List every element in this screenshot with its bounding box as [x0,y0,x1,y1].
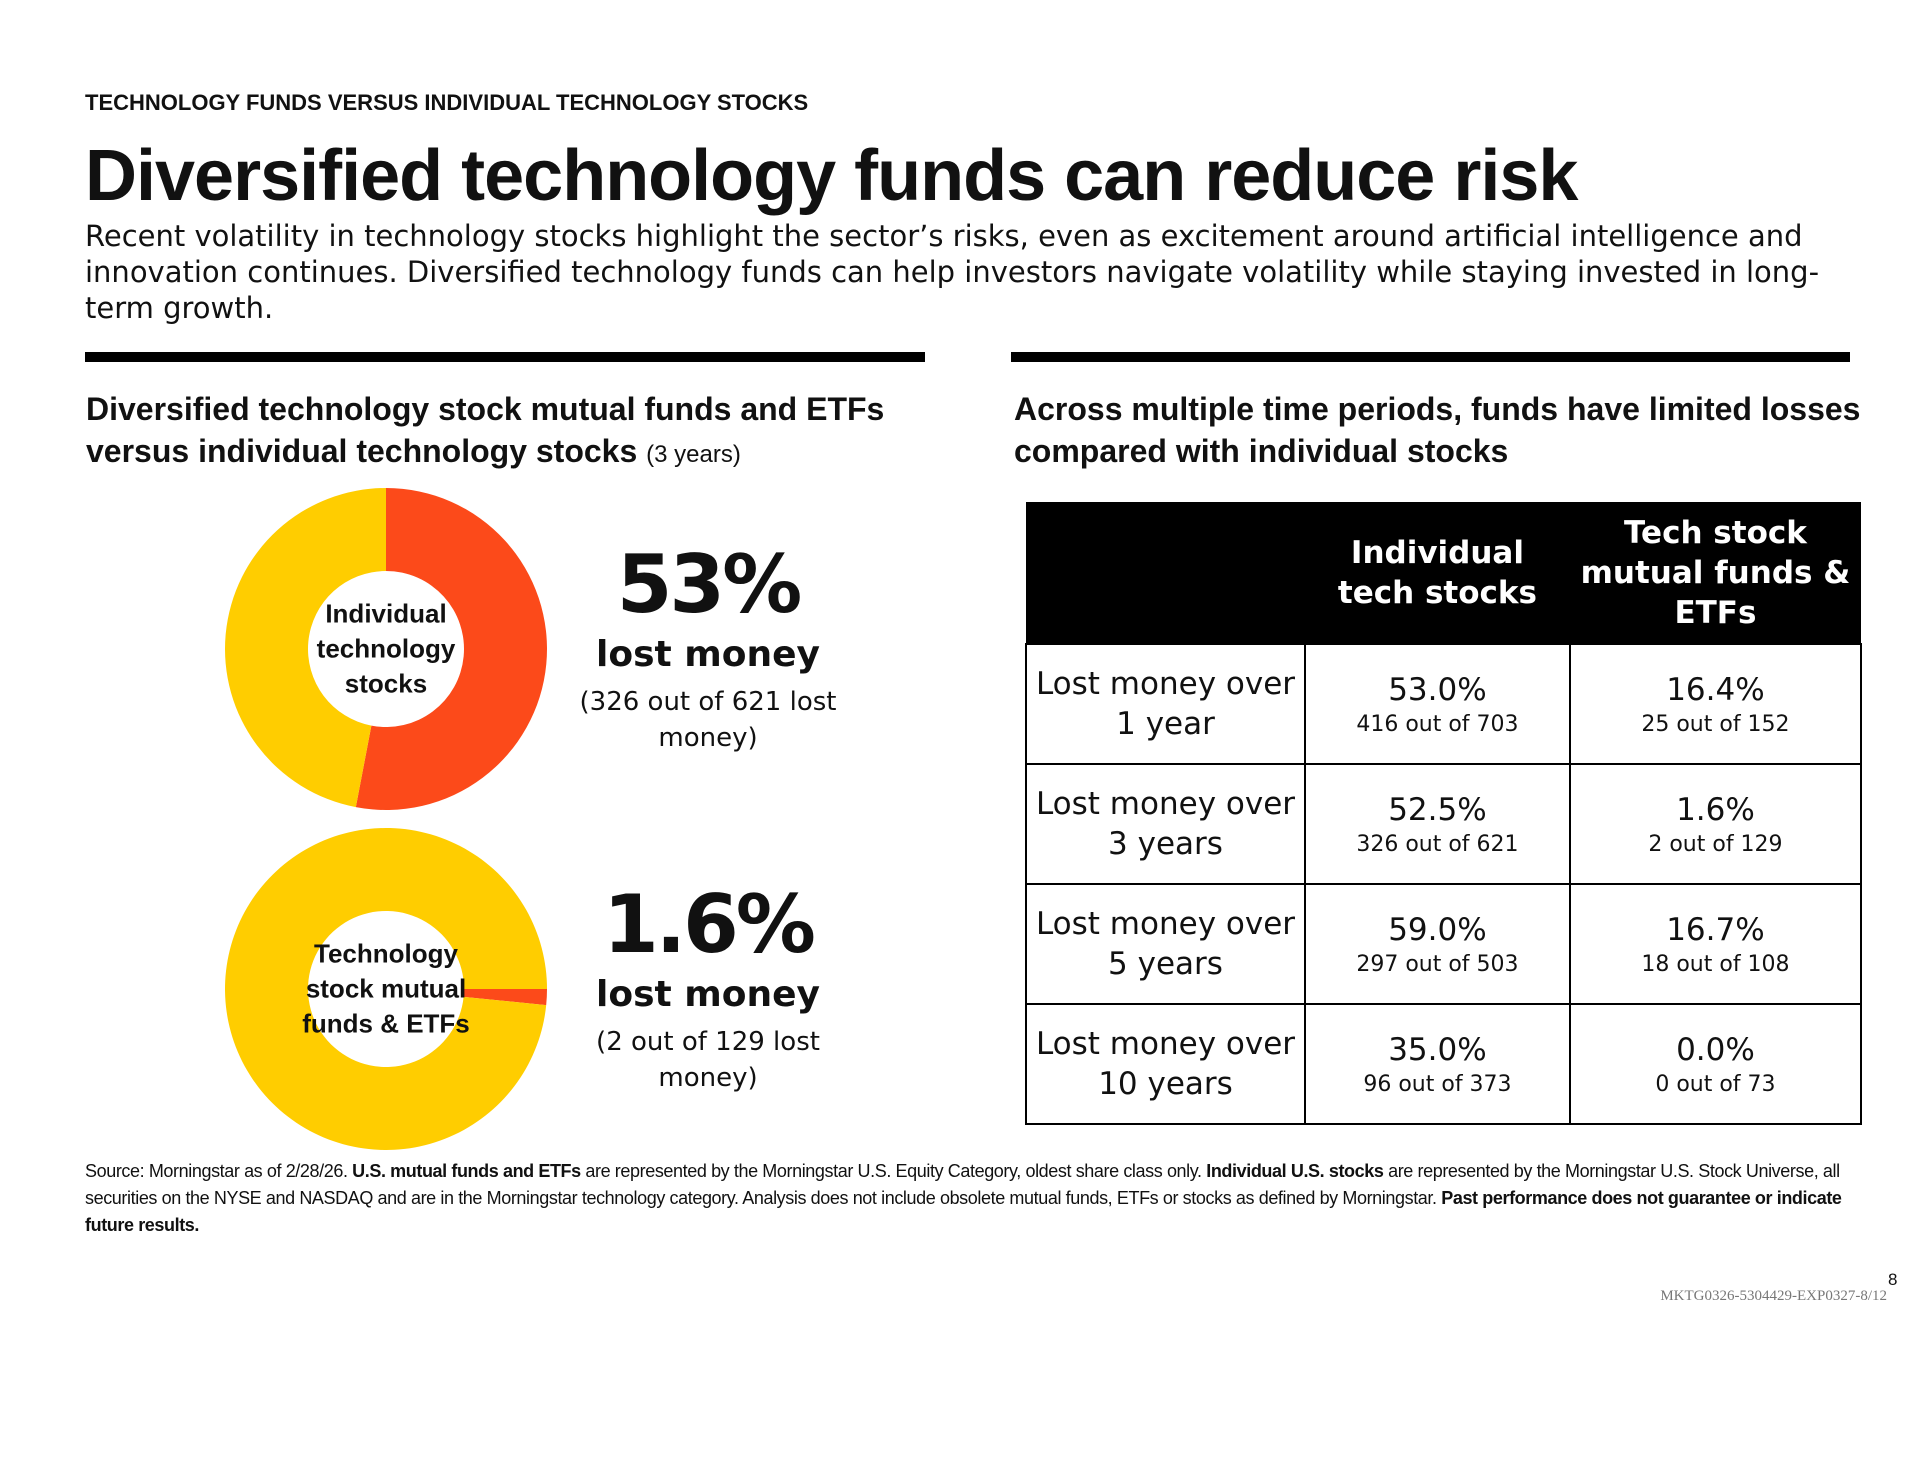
cell-detail: 0 out of 73 [1655,1071,1776,1097]
cell-detail: 326 out of 621 [1356,831,1519,857]
table-cell: 16.7% 18 out of 108 [1568,883,1863,1005]
note: (326 out of 621 lost money) [579,687,837,753]
cell-detail: 96 out of 373 [1363,1071,1512,1097]
headline: 1.6% [603,878,816,971]
left-heading: Diversified technology stock mutual fund… [86,388,986,476]
headline: 53% [616,538,802,631]
cell-detail: 25 out of 152 [1641,711,1790,737]
column-header: Individual tech stocks [1305,502,1570,644]
donut-charts [224,488,547,1150]
row-label: Lost money over 3 years [1025,763,1306,885]
cell-detail: 297 out of 503 [1356,951,1519,977]
table-cell: 35.0% 96 out of 373 [1304,1003,1571,1125]
column-header: Tech stock mutual funds & ETFs [1569,502,1861,644]
table-row: Lost money over 3 years 52.5% 326 out of 6… [1025,763,1863,885]
row-label: Lost money over 10 years [1025,1003,1306,1125]
row-label: Lost money over 1 year [1025,643,1306,765]
header-cell [1026,502,1305,644]
table-cell: 53.0% 416 out of 703 [1304,643,1571,765]
cell-detail: 2 out of 129 [1648,831,1783,857]
table: Individual tech stocks Tech stock mutual … [1025,502,1863,1125]
footnote-segment: Past performance does not guarantee or i… [85,1188,1842,1235]
heading-note: (3 years) [646,441,741,468]
right-heading: Across multiple time periods, funds have… [1014,391,1861,469]
cell-value: 53.0% [1388,671,1487,708]
donut-slice [463,989,547,1006]
caption: lost money [596,974,820,1015]
cell-value: 59.0% [1388,911,1487,948]
donut-slice [355,488,547,810]
table-row: Lost money over 10 years 35.0% 96 out of 3… [1025,1003,1863,1125]
cell-detail: 416 out of 703 [1356,711,1519,737]
subtitle: Recent volatility in technology stocks h… [85,219,1820,325]
title: Diversified technology funds can reduce … [85,136,1578,216]
table-cell: 16.4% 25 out of 152 [1568,643,1863,765]
header-row: Individual tech stocks Tech stock mutual … [1026,502,1861,644]
table-cell: 1.6% 2 out of 129 [1568,763,1863,885]
table-row: Lost money over 1 year 53.0% 416 out of 70… [1025,643,1863,765]
heading-text: Diversified technology stock mutual fund… [86,391,885,469]
cell-value: 16.7% [1666,911,1765,948]
row-label: Lost money over 5 years [1025,883,1306,1005]
cell-value: 1.6% [1676,791,1755,828]
eyebrow: TECHNOLOGY FUNDS VERSUS INDIVIDUAL TECHN… [85,90,809,115]
donut-slice [224,488,386,808]
cell-value: 16.4% [1666,671,1765,708]
cell-value: 52.5% [1388,791,1487,828]
table-cell: 52.5% 326 out of 621 [1304,763,1571,885]
footnote-segment: are represented by the Morningstar U.S. … [85,1161,1840,1208]
center-label: Individual technology stocks [316,598,456,699]
rule [85,352,925,362]
table-row: Lost money over 5 years 59.0% 297 out of 5… [1025,883,1863,1005]
center-label: Technology stock mutual funds & ETFs [302,938,470,1039]
cell-value: 35.0% [1388,1031,1487,1068]
footnote: Source: Morningstar as of 2/28/26. U.S. … [85,1158,1875,1239]
donut-slice [225,828,547,1150]
note: (2 out of 129 lost money) [596,1027,820,1093]
document-code: MKTG0326-5304429-EXP0327-8/12 [1660,1288,1887,1304]
page-number: 8 [1888,1270,1898,1289]
rule [1011,352,1850,362]
footnote-segment: U.S. mutual funds and ETFs [352,1161,581,1181]
footnote-segment: Individual U.S. stocks [1206,1161,1384,1181]
cell-detail: 18 out of 108 [1641,951,1790,977]
caption: lost money [596,634,820,675]
footnote-segment: are represented by the Morningstar U.S. … [580,1161,1207,1181]
footnote-segment: Source: Morningstar as of 2/28/26. [85,1161,353,1181]
cell-value: 0.0% [1676,1031,1755,1068]
table-cell: 59.0% 297 out of 503 [1304,883,1571,1005]
table-cell: 0.0% 0 out of 73 [1568,1003,1863,1125]
